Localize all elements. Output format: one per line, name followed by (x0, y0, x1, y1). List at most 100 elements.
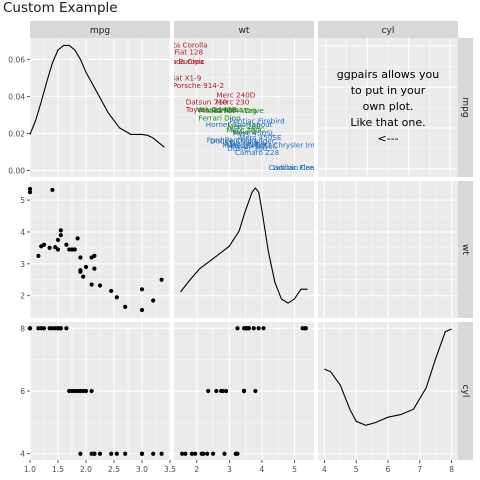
x-tick-label: 5 (292, 465, 297, 474)
point-wt-cyl (261, 326, 266, 331)
point-mpg-wt (58, 228, 63, 233)
car-label: Ford Pantera L (207, 136, 259, 145)
point-mpg-wt (139, 307, 145, 313)
point-mpg-cyl (159, 451, 164, 456)
point-wt-cyl (214, 388, 219, 394)
point-wt-cyl (201, 451, 206, 456)
y-tick-label: 0.04 (8, 92, 25, 101)
panels-layer (29, 38, 458, 460)
y-tick-label: 6 (20, 387, 25, 396)
x-tick-label: 5 (354, 465, 359, 474)
car-label: Fiat X1-9 (170, 74, 202, 83)
point-mpg-wt (109, 288, 114, 294)
point-wt-cyl (206, 388, 211, 394)
y-tick-label: 4 (20, 450, 25, 459)
point-mpg-cyl (123, 451, 128, 456)
point-mpg-wt (92, 266, 97, 271)
car-label: Toyota Corona (185, 105, 237, 114)
axes-layer: 0.00 0.02 0.04 0.06 2 3 4 5 4 6 8 1.0 1.5 2.0 2.5 3.0 3.… (8, 55, 454, 474)
point-mpg-wt (50, 187, 55, 193)
point-mpg-wt (92, 253, 97, 258)
car-label: Pontiac Firebird (229, 116, 284, 125)
plot-title: Custom Example (3, 0, 118, 16)
strip-right-label: cyl (460, 385, 470, 398)
point-mpg-cyl (114, 451, 119, 456)
point-mpg-cyl (92, 451, 97, 456)
strip-top-label: cyl (382, 26, 395, 36)
point-mpg-wt (139, 287, 145, 292)
strips-layer: mpg wt cyl mpg wt cyl (30, 21, 473, 460)
x-tick-label: 8 (449, 465, 454, 474)
density-line-wt (180, 187, 308, 304)
point-wt-cyl (241, 326, 247, 331)
point-wt-cyl (246, 326, 251, 331)
point-wt-cyl (235, 326, 240, 331)
car-label: Datsun 710 (186, 98, 228, 107)
strip-right-mpg (458, 38, 473, 177)
x-tick-label: 1.5 (52, 465, 64, 474)
car-label: Lincoln Continental (273, 163, 342, 172)
custom-panel-text-line: <--- (377, 132, 398, 145)
point-mpg-wt (123, 304, 128, 309)
car-label: Hornet 4 Drive (211, 106, 264, 115)
car-label: Mazda RX4 Wag (199, 106, 257, 115)
point-mpg-cyl (83, 388, 89, 394)
point-mpg-wt (159, 277, 164, 282)
point-wt-cyl (205, 451, 210, 456)
point-mpg-wt (36, 253, 41, 258)
strip-right-label: wt (460, 244, 470, 255)
x-tick-label: 6 (386, 465, 391, 474)
point-wt-cyl (183, 451, 188, 456)
point-wt-cyl (302, 326, 307, 331)
point-mpg-wt (27, 186, 33, 192)
point-wt-cyl (223, 388, 229, 394)
car-label: Maserati Bora (222, 140, 272, 149)
car-label: Valiant (232, 127, 257, 136)
point-wt-cyl (241, 388, 247, 394)
x-tick-label: 2 (194, 465, 199, 474)
car-label: Merc 230 (216, 98, 250, 107)
point-wt-cyl (235, 451, 240, 456)
y-tick-label: 8 (20, 324, 25, 333)
car-label: Merc 450SLC (230, 141, 277, 150)
point-wt-cyl (219, 388, 224, 394)
point-mpg-wt (83, 264, 89, 270)
point-mpg-wt (89, 282, 94, 287)
point-mpg-wt (55, 237, 61, 243)
strip-top-mpg (30, 21, 170, 38)
x-tick-label: 3 (227, 465, 232, 474)
car-label: Merc 280C (226, 126, 264, 135)
car-label: Porsche 914-2 (173, 81, 224, 90)
point-mpg-cyl (109, 451, 114, 456)
strip-top-label: wt (239, 26, 250, 36)
car-label: AMC Javelin (225, 139, 267, 148)
point-mpg-cyl (97, 451, 103, 456)
point-wt-cyl (251, 326, 256, 331)
car-label: Duster 360 (227, 144, 267, 153)
point-wt-cyl (193, 451, 198, 456)
panel-mpg-wt (174, 38, 314, 177)
x-tick-label: 7 (417, 465, 422, 474)
car-label: Toyota Corolla (156, 40, 208, 49)
x-tick-label: 3.5 (164, 465, 176, 474)
car-label: Merc 240D (216, 90, 255, 99)
point-mpg-wt (72, 247, 77, 252)
point-mpg-wt (97, 283, 103, 288)
x-tick-label: 2.0 (80, 465, 92, 474)
custom-panel-text-line: ggpairs allows you (337, 68, 440, 81)
point-wt-cyl (256, 326, 261, 331)
point-wt-cyl (210, 451, 216, 456)
point-mpg-wt (78, 269, 83, 274)
density-line-cyl (324, 328, 452, 426)
car-label: Merc 450SE (239, 133, 282, 142)
y-tick-label: 4 (20, 228, 25, 237)
car-label: Fiat 128 (174, 48, 203, 57)
y-tick-label: 3 (20, 260, 25, 269)
y-tick-label: 5 (20, 196, 25, 205)
car-label: Honda Civic (162, 57, 205, 66)
point-mpg-wt (41, 242, 47, 247)
point-mpg-wt (78, 255, 83, 260)
x-tick-label: 4 (322, 465, 327, 474)
car-label: Cadillac Fleetwood (269, 163, 337, 172)
